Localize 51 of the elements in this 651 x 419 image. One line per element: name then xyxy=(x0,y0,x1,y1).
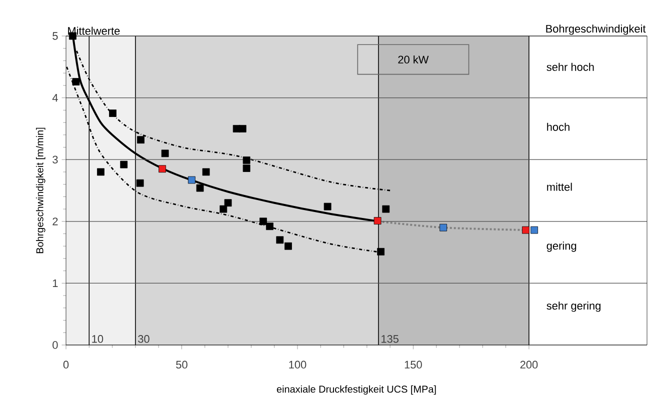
annotation: hoch xyxy=(547,122,570,131)
point xyxy=(530,226,538,234)
point xyxy=(238,125,246,132)
point xyxy=(266,222,274,230)
point xyxy=(224,199,232,207)
ref-line-label: 30 xyxy=(138,335,150,343)
point xyxy=(374,217,382,224)
y-tick-label: 4 xyxy=(52,94,58,102)
y-tick-label: 1 xyxy=(52,279,58,287)
annotation: sehr hoch xyxy=(546,62,594,71)
point xyxy=(324,202,332,210)
text: Bohrgeschwindigkeit xyxy=(546,24,646,35)
point xyxy=(220,205,228,213)
point xyxy=(109,110,116,117)
point xyxy=(136,179,144,187)
y-tick-label: 3 xyxy=(52,156,58,164)
x-tick-label: 100 xyxy=(289,360,306,369)
point xyxy=(284,242,292,250)
y-axis-title: Bohrgeschwindigkeit [m/min] xyxy=(36,128,46,254)
chart-title: Mittelwerte xyxy=(68,26,120,35)
point xyxy=(242,164,250,172)
ref-line-label: 10 xyxy=(92,335,104,343)
x-axis-title: einaxiale Druckfestigkeit UCS [MPa] xyxy=(276,385,436,395)
point xyxy=(242,156,250,164)
point xyxy=(120,160,128,168)
point xyxy=(276,236,284,244)
y-tick-label: 0 xyxy=(52,341,58,349)
ref-line-label: 135 xyxy=(382,335,399,343)
point xyxy=(260,218,267,226)
annotation: sehr gering xyxy=(546,302,600,312)
point xyxy=(137,136,144,144)
point xyxy=(72,78,80,86)
annotation: 20 kW xyxy=(398,55,429,64)
x-tick-label: 150 xyxy=(404,360,422,369)
point xyxy=(202,168,210,176)
x-tick-label: 0 xyxy=(63,360,69,369)
point xyxy=(196,184,204,192)
point xyxy=(377,248,385,256)
x-tick-label: 200 xyxy=(520,360,538,369)
point xyxy=(188,176,196,184)
point xyxy=(97,168,104,176)
point xyxy=(158,165,166,173)
y-tick-label: 5 xyxy=(52,32,58,40)
y-tick-label: 2 xyxy=(52,218,58,226)
point xyxy=(382,205,390,213)
x-tick-label: 50 xyxy=(176,360,188,369)
point xyxy=(522,226,530,234)
annotation: gering xyxy=(546,242,576,252)
point xyxy=(440,224,448,232)
point xyxy=(161,150,169,158)
annotation: mittel xyxy=(547,182,572,191)
